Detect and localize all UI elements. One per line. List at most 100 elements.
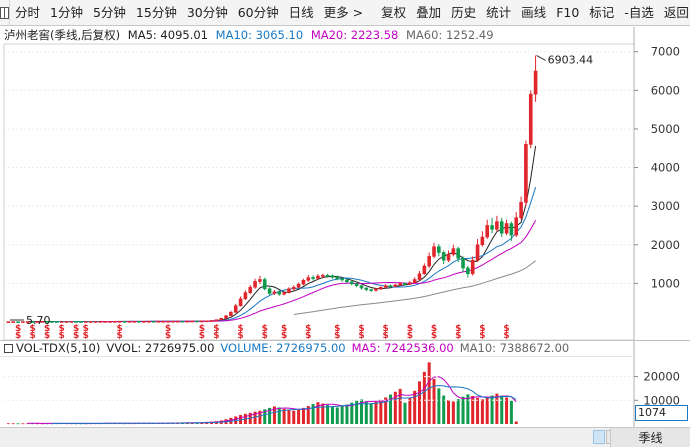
volume-bar	[422, 371, 426, 424]
candle-body	[21, 321, 25, 323]
volume-bar	[311, 404, 315, 424]
candle-body	[340, 278, 344, 281]
candle-body	[175, 320, 180, 323]
f10-button[interactable]: F10	[556, 4, 580, 20]
price-tick-label: 3000	[651, 199, 680, 213]
candle-body	[311, 277, 315, 279]
candle-body	[345, 279, 349, 283]
volume-bar	[258, 410, 262, 424]
candle-body	[490, 225, 494, 230]
more-periods-button[interactable]: 更多 >	[323, 4, 364, 20]
volume-bar	[253, 411, 257, 424]
tab-intraday[interactable]: 分时	[15, 4, 41, 20]
candle-body	[533, 70, 538, 95]
tab-5min[interactable]: 5分钟	[92, 4, 126, 20]
high-price-label: 6903.44	[548, 53, 594, 66]
tab-60min[interactable]: 60分钟	[237, 4, 279, 20]
watchlist-button[interactable]: -自选	[624, 4, 654, 20]
dividend-marker: $	[358, 324, 364, 334]
volume-bar	[461, 396, 465, 424]
tab-1min[interactable]: 1分钟	[50, 4, 83, 20]
dividend-marker: $	[305, 331, 311, 341]
candle-body	[388, 285, 393, 288]
tab-15min[interactable]: 15分钟	[135, 4, 177, 20]
dividend-marker: $	[199, 324, 205, 334]
candle-body	[316, 275, 320, 279]
volume-bar	[16, 423, 20, 425]
dividend-marker: $	[117, 324, 123, 334]
volume-bar	[398, 388, 402, 424]
volume-bar	[364, 401, 368, 424]
candle-body	[30, 321, 35, 323]
candle-body	[441, 252, 446, 261]
scroll-left-button[interactable]	[593, 430, 605, 444]
volume-bar	[432, 378, 436, 424]
tab-daily[interactable]: 日线	[288, 4, 314, 20]
candle-body	[499, 221, 504, 234]
panel-toggle-icon[interactable]	[0, 0, 10, 26]
ma20-value: MA20: 2223.58	[310, 28, 399, 42]
candle-body	[40, 321, 45, 323]
history-button[interactable]: 历史	[451, 4, 477, 20]
candle-body	[151, 321, 156, 323]
volume-bar	[369, 403, 373, 424]
candle-body	[132, 321, 136, 323]
statistics-button[interactable]: 统计	[486, 4, 512, 20]
volume-bar	[480, 399, 484, 424]
volume-value: VOLUME: 2726975.00	[220, 341, 346, 355]
candle-body	[84, 321, 88, 323]
candle-body	[504, 223, 509, 234]
candle-body	[253, 281, 257, 288]
candle-body	[383, 285, 388, 288]
price-tick-label: 7000	[651, 45, 680, 59]
volume-axis-ticks: 20000 10000	[4, 370, 680, 407]
candle-body	[451, 248, 456, 255]
candle-body	[195, 320, 199, 323]
vvol-value: VVOL: 2726975.00	[106, 341, 215, 355]
tab-30min[interactable]: 30分钟	[186, 4, 228, 20]
price-grid	[4, 51, 634, 284]
candle-body	[166, 320, 170, 323]
candle-body	[258, 279, 262, 282]
candle-body	[103, 321, 107, 323]
volume-bar	[374, 401, 378, 424]
volume-bar	[408, 397, 412, 424]
adjust-button[interactable]: 复权	[381, 4, 407, 20]
ma20-line	[100, 219, 537, 322]
mark-button[interactable]: 标记	[589, 4, 615, 20]
candle-body	[325, 274, 330, 277]
candle-body	[267, 288, 272, 294]
back-button[interactable]: 返回	[663, 4, 689, 20]
dividend-marker: $	[455, 331, 461, 341]
candle-body	[262, 279, 267, 290]
volume-bar	[282, 408, 286, 424]
dividend-marker: $	[213, 331, 219, 341]
volume-bar	[272, 406, 276, 424]
candle-body	[296, 283, 301, 288]
dividend-marker: $	[479, 331, 485, 341]
volume-legend: VOL-TDX(5,10) VVOL: 2726975.00 VOLUME: 272…	[4, 341, 569, 356]
high-pointer	[536, 55, 546, 61]
volume-panel-toggle-icon[interactable]	[4, 344, 13, 353]
draw-line-button[interactable]: 画线	[521, 4, 547, 20]
candle-body	[219, 318, 224, 320]
dividend-markers: $$$$$$$$$$$$$$$$$$$$$$$$$$$$$$$$$$$$$$$$…	[15, 324, 510, 341]
period-selector[interactable]: 季线	[610, 428, 690, 447]
candle-body	[45, 321, 49, 323]
candle-body	[64, 321, 69, 323]
overlay-button[interactable]: 叠加	[416, 4, 442, 20]
dividend-marker: $	[213, 324, 219, 334]
dividend-marker: $	[29, 331, 35, 341]
candle-body	[408, 282, 412, 285]
dividend-marker: $	[29, 324, 35, 334]
dividend-marker: $	[383, 331, 389, 341]
candle-body	[403, 283, 407, 285]
candlestick-series	[6, 55, 538, 323]
candle-body	[291, 286, 296, 290]
volume-bar	[287, 410, 291, 424]
dividend-marker: $	[503, 324, 509, 334]
candle-body	[142, 321, 146, 323]
volume-bar	[413, 390, 417, 424]
candle-body	[79, 321, 83, 323]
